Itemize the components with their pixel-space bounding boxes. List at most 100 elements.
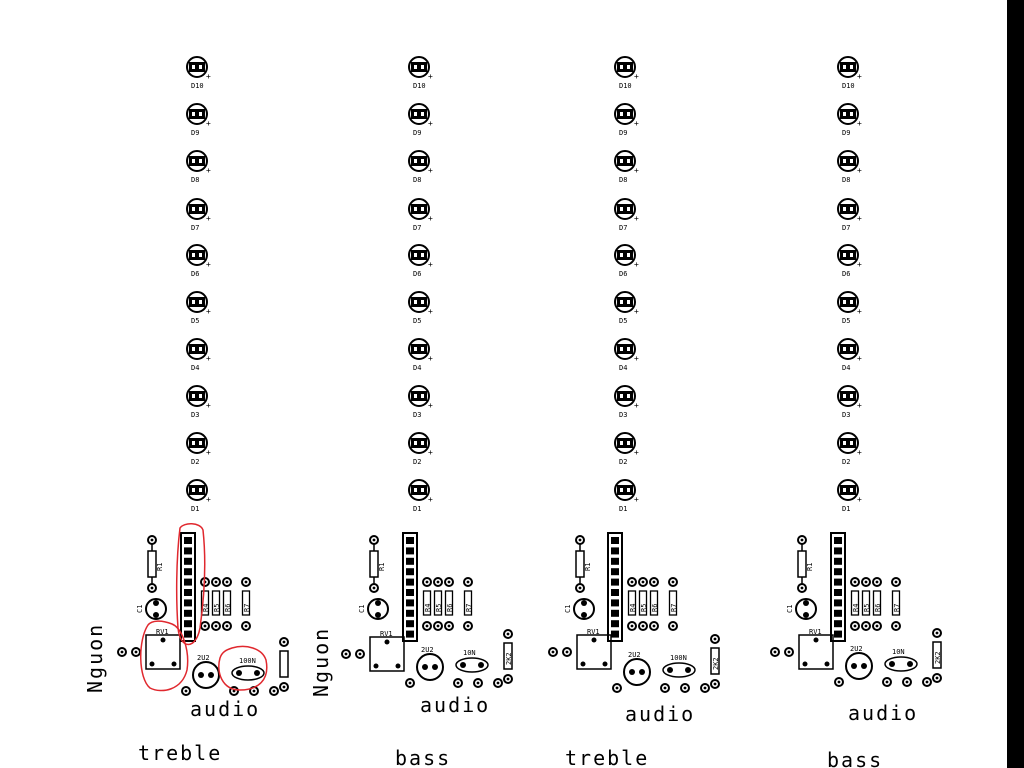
led-plus-mark: + xyxy=(206,448,211,457)
r1-body xyxy=(147,550,157,578)
pin-header-pad xyxy=(611,568,619,576)
res-bank-label: R5 xyxy=(863,604,871,612)
res-bank-pad-bottom-hole xyxy=(652,624,656,628)
bottom-row-pad-hole xyxy=(496,681,500,685)
led-plus-mark: + xyxy=(634,119,639,128)
cap-2u2-outline xyxy=(845,652,873,680)
res-bank-pad-top xyxy=(861,577,871,587)
audio-label: audio xyxy=(848,701,918,725)
cap-2u2-label: 2U2 xyxy=(421,646,434,654)
bottom-row-pad xyxy=(473,678,483,688)
res-bank-body xyxy=(200,590,210,616)
r1-body xyxy=(369,550,379,578)
led-pads xyxy=(617,485,633,495)
led-hole-a xyxy=(843,112,846,116)
r1-pad-bottom-hole xyxy=(150,586,154,590)
led-pads xyxy=(617,156,633,166)
led-footprint: +D10 xyxy=(837,56,862,90)
bottom-row-pad-hole xyxy=(703,686,707,690)
r-extra-pad-bottom xyxy=(279,682,289,692)
led-hole-b xyxy=(627,488,630,492)
led-hole-a xyxy=(843,65,846,69)
power-label: Nguon xyxy=(309,627,333,697)
power-label: Nguon xyxy=(83,623,107,693)
led-footprint: + D8 xyxy=(408,150,433,184)
led-plus-mark: + xyxy=(428,495,433,504)
led-footprint: + D4 xyxy=(408,338,433,372)
res-bank-pad-top xyxy=(668,577,678,587)
led-outline xyxy=(186,432,208,454)
pin-header-pad xyxy=(406,599,414,607)
led-plus-mark: + xyxy=(857,260,862,269)
res-bank-body xyxy=(861,590,871,616)
led-hole-b xyxy=(627,159,630,163)
film-cap-pad xyxy=(236,670,242,676)
led-plus-mark: + xyxy=(857,307,862,316)
r1-pad-bottom xyxy=(147,583,157,593)
r1-pad-top-hole xyxy=(372,538,376,542)
led-pads xyxy=(189,250,205,260)
pin-header-pad xyxy=(834,557,842,565)
res-bank-pad-bottom-hole xyxy=(466,624,470,628)
c1-outline xyxy=(145,598,167,620)
led-pads xyxy=(189,438,205,448)
audio-label: audio xyxy=(420,693,490,717)
led-pads xyxy=(411,109,427,119)
led-pads xyxy=(617,297,633,307)
led-hole-b xyxy=(421,159,424,163)
power-pad-b-hole xyxy=(358,652,362,656)
led-pads xyxy=(617,391,633,401)
res-bank-pad-bottom xyxy=(444,621,454,631)
res-bank-pad-top-hole xyxy=(671,580,675,584)
res-bank-pad-bottom-hole xyxy=(864,624,868,628)
led-outline xyxy=(186,244,208,266)
pin-header-pad xyxy=(611,589,619,596)
led-hole-a xyxy=(414,112,417,116)
power-pad-a-hole xyxy=(120,650,124,654)
res-bank-label: R5 xyxy=(213,604,221,612)
led-footprint: + D1 xyxy=(837,479,862,513)
led-hole-b xyxy=(627,253,630,257)
led-pads xyxy=(411,391,427,401)
res-bank-pad-top-hole xyxy=(853,580,857,584)
led-hole-b xyxy=(850,112,853,116)
led-footprint: + D6 xyxy=(186,244,211,278)
film-cap-outline xyxy=(884,656,918,672)
led-outline xyxy=(837,56,859,78)
led-outline xyxy=(614,198,636,220)
led-footprint: + D8 xyxy=(186,150,211,184)
led-designator: D4 xyxy=(191,364,199,372)
res-bank-pad-top xyxy=(241,577,251,587)
led-plus-mark: + xyxy=(428,166,433,175)
led-footprint: + D1 xyxy=(408,479,433,513)
cap-2u2-pad xyxy=(422,664,428,670)
band-label: treble xyxy=(565,746,649,768)
res-bank-pad-top xyxy=(638,577,648,587)
led-hole-b xyxy=(421,300,424,304)
c1-label: C1 xyxy=(136,605,144,613)
res-bank-pad-bottom-hole xyxy=(641,624,645,628)
led-hole-a xyxy=(620,347,623,351)
rv1-label: RV1 xyxy=(380,630,393,638)
band-label: bass xyxy=(827,748,883,768)
rv1-pad xyxy=(602,661,608,667)
res-bank-pad-bottom xyxy=(861,621,871,631)
res-bank-pad-bottom xyxy=(241,621,251,631)
led-hole-b xyxy=(421,65,424,69)
led-outline xyxy=(614,291,636,313)
led-pads xyxy=(840,250,856,260)
r1-label: R1 xyxy=(584,563,592,571)
pin-header-pad xyxy=(406,630,414,638)
res-bank-pad-top-hole xyxy=(436,580,440,584)
led-outline xyxy=(408,385,430,407)
res-bank-pad-top-hole xyxy=(225,580,229,584)
led-designator: D4 xyxy=(413,364,421,372)
led-outline xyxy=(614,385,636,407)
c1-label: C1 xyxy=(358,605,366,613)
res-bank-body xyxy=(433,590,443,616)
pin-header-pad xyxy=(184,568,192,576)
r1-pad-bottom xyxy=(369,583,379,593)
led-outline xyxy=(186,56,208,78)
res-bank-pad-top xyxy=(422,577,432,587)
